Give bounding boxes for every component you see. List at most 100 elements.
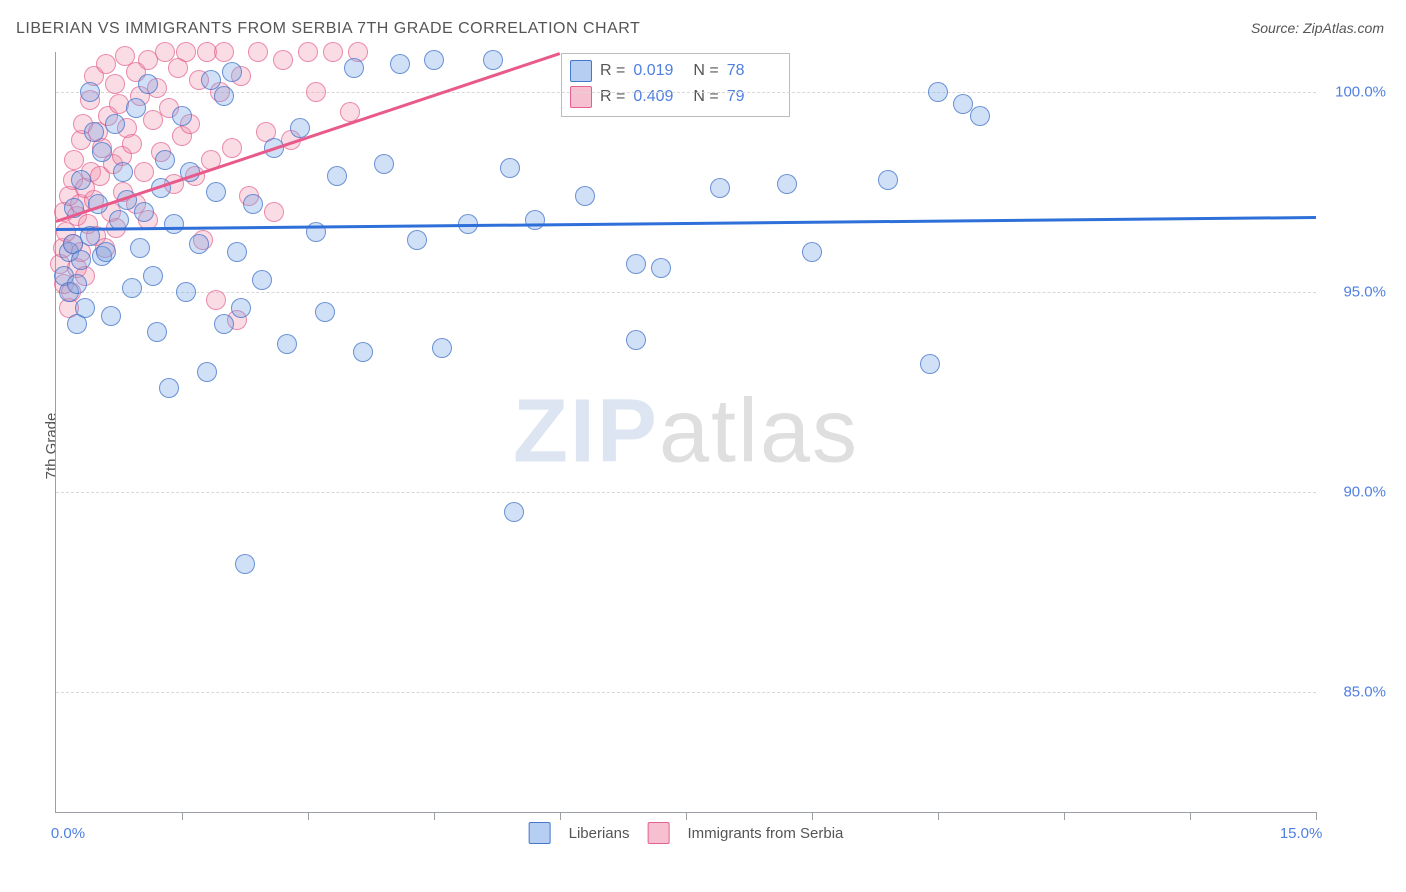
data-point	[407, 230, 427, 250]
stats-legend: R = 0.019 N = 78 R = 0.409 N = 79	[561, 53, 790, 117]
r-label: R =	[600, 88, 625, 106]
data-point	[155, 150, 175, 170]
data-point	[147, 322, 167, 342]
data-point	[71, 170, 91, 190]
data-point	[651, 258, 671, 278]
legend-label-serbia: Immigrants from Serbia	[688, 825, 844, 842]
data-point	[214, 42, 234, 62]
data-point	[424, 50, 444, 70]
data-point	[130, 238, 150, 258]
ytick-95: 95.0%	[1326, 284, 1386, 301]
data-point	[197, 362, 217, 382]
data-point	[222, 62, 242, 82]
data-point	[327, 166, 347, 186]
data-point	[214, 314, 234, 334]
n-value-serbia: 79	[727, 88, 779, 106]
data-point	[920, 354, 940, 374]
x-tick	[308, 812, 309, 820]
data-point	[96, 242, 116, 262]
legend-label-liberians: Liberians	[569, 825, 630, 842]
data-point	[134, 202, 154, 222]
data-point	[315, 302, 335, 322]
source-name: ZipAtlas.com	[1303, 20, 1384, 36]
data-point	[235, 554, 255, 574]
data-point	[172, 106, 192, 126]
ytick-90: 90.0%	[1326, 484, 1386, 501]
r-value-liberians: 0.019	[633, 62, 685, 80]
data-point	[432, 338, 452, 358]
x-tick	[1316, 812, 1317, 820]
data-point	[176, 282, 196, 302]
data-point	[483, 50, 503, 70]
trend-line	[56, 216, 1316, 231]
n-value-liberians: 78	[727, 62, 779, 80]
x-tick	[434, 812, 435, 820]
data-point	[159, 378, 179, 398]
data-point	[878, 170, 898, 190]
data-point	[374, 154, 394, 174]
data-point	[105, 74, 125, 94]
data-point	[290, 118, 310, 138]
gridline-y	[56, 492, 1316, 493]
data-point	[306, 82, 326, 102]
x-tick	[812, 812, 813, 820]
x-tick	[182, 812, 183, 820]
ytick-100: 100.0%	[1326, 84, 1386, 101]
data-point	[214, 86, 234, 106]
data-point	[134, 162, 154, 182]
data-point	[298, 42, 318, 62]
gridline-y	[56, 92, 1316, 93]
data-point	[138, 74, 158, 94]
x-tick	[1064, 812, 1065, 820]
data-point	[252, 270, 272, 290]
legend-swatch-liberians	[529, 822, 551, 844]
data-point	[504, 502, 524, 522]
data-point	[122, 278, 142, 298]
data-point	[264, 202, 284, 222]
plot-inner: ZIPatlas 100.0% 95.0% 90.0% 85.0% 0.0% 1…	[55, 52, 1316, 813]
data-point	[710, 178, 730, 198]
data-point	[143, 110, 163, 130]
data-point	[75, 298, 95, 318]
n-label: N =	[693, 88, 718, 106]
data-point	[113, 162, 133, 182]
data-point	[105, 114, 125, 134]
data-point	[96, 54, 116, 74]
stats-row-liberians: R = 0.019 N = 78	[570, 58, 779, 84]
source-prefix: Source:	[1251, 20, 1303, 36]
data-point	[227, 242, 247, 262]
data-point	[390, 54, 410, 74]
x-tick	[1190, 812, 1191, 820]
r-label: R =	[600, 62, 625, 80]
data-point	[277, 334, 297, 354]
plot-area: ZIPatlas 100.0% 95.0% 90.0% 85.0% 0.0% 1…	[55, 52, 1385, 838]
data-point	[243, 194, 263, 214]
data-point	[500, 158, 520, 178]
data-point	[126, 98, 146, 118]
data-point	[122, 134, 142, 154]
data-point	[802, 242, 822, 262]
xtick-right: 15.0%	[1280, 825, 1323, 842]
series-legend: Liberians Immigrants from Serbia	[529, 822, 844, 844]
gridline-y	[56, 292, 1316, 293]
data-point	[176, 42, 196, 62]
data-point	[189, 234, 209, 254]
gridline-y	[56, 692, 1316, 693]
r-value-serbia: 0.409	[633, 88, 685, 106]
stats-row-serbia: R = 0.409 N = 79	[570, 84, 779, 110]
chart-title: LIBERIAN VS IMMIGRANTS FROM SERBIA 7TH G…	[16, 20, 640, 38]
data-point	[101, 306, 121, 326]
data-point	[92, 142, 112, 162]
data-point	[164, 214, 184, 234]
data-point	[206, 290, 226, 310]
swatch-liberians	[570, 60, 592, 82]
data-point	[777, 174, 797, 194]
xtick-left: 0.0%	[51, 825, 85, 842]
data-point	[928, 82, 948, 102]
data-point	[273, 50, 293, 70]
data-point	[222, 138, 242, 158]
watermark-atlas: atlas	[659, 382, 859, 482]
data-point	[970, 106, 990, 126]
n-label: N =	[693, 62, 718, 80]
data-point	[206, 182, 226, 202]
